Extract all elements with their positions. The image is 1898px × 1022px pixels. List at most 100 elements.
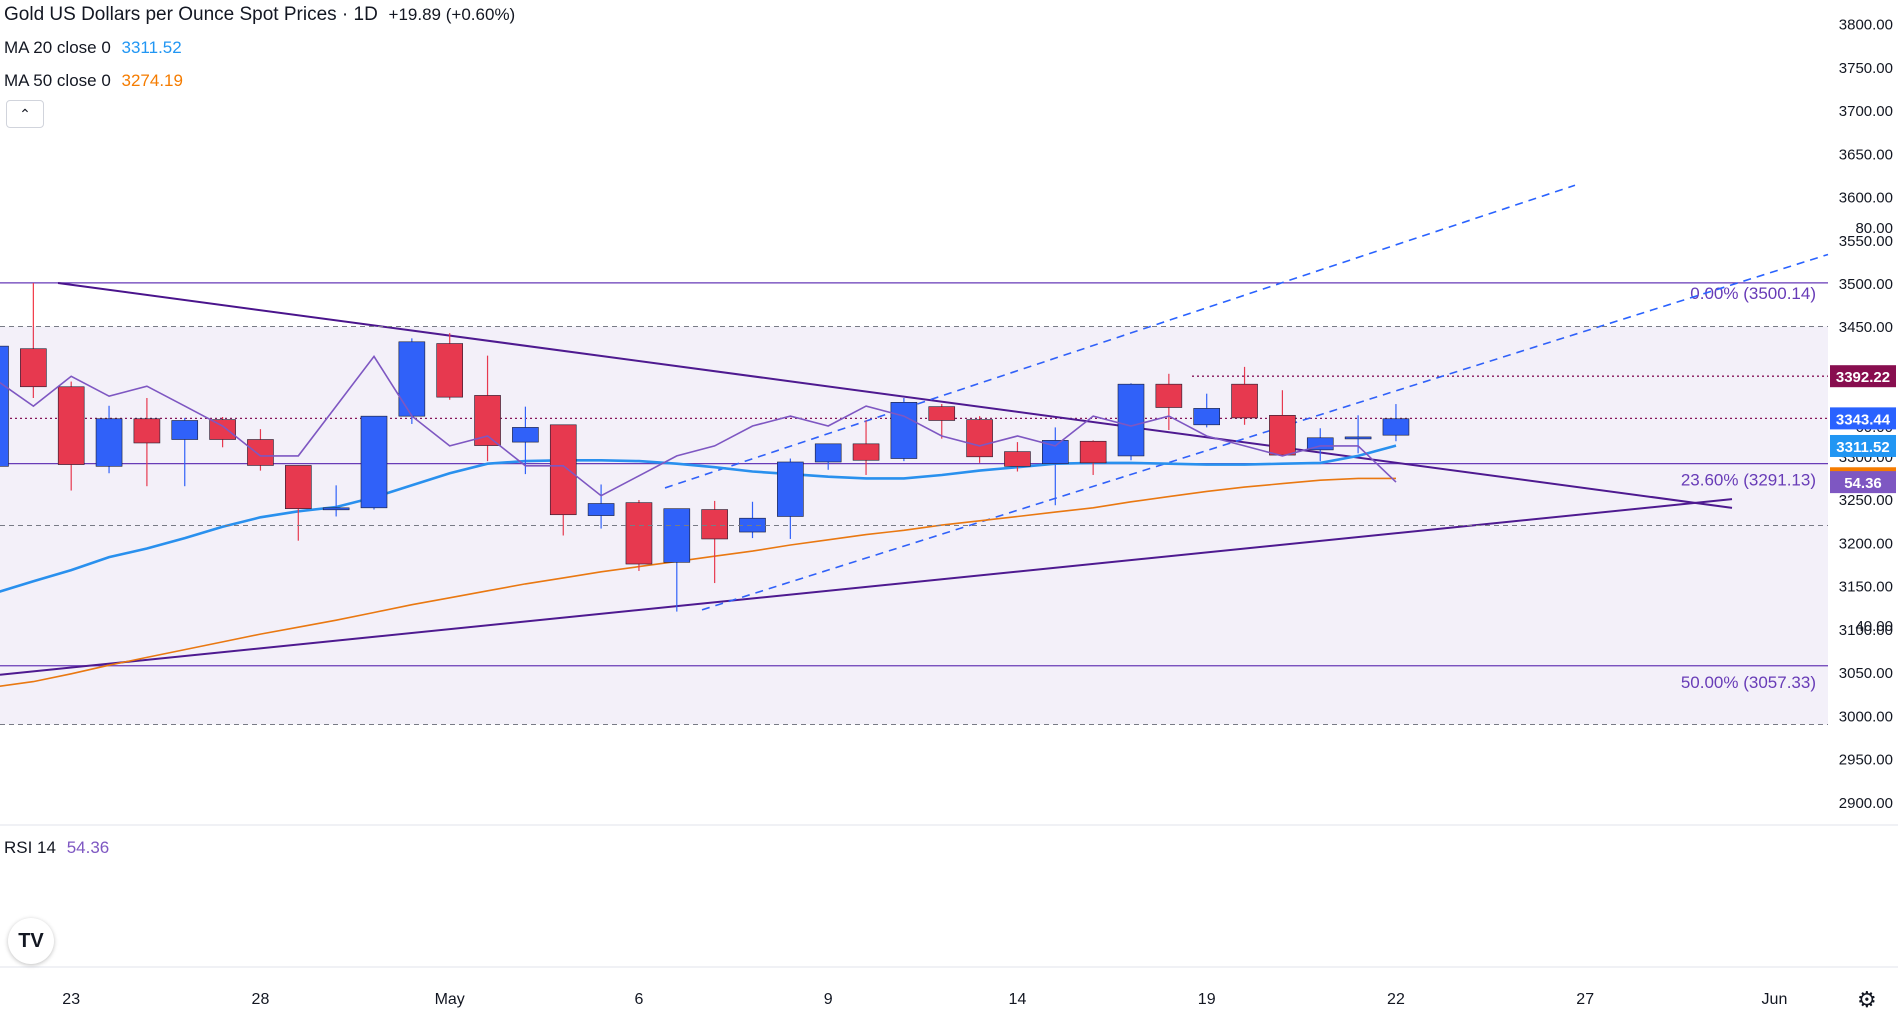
ma20-legend[interactable]: MA 20 close 0 3311.52 [4, 38, 182, 58]
candle [209, 417, 236, 448]
y-axis-tick-label: 3650.00 [1839, 146, 1893, 163]
candle [852, 420, 880, 475]
candle [587, 484, 615, 529]
price-badge-text: 3392.22 [1836, 369, 1890, 386]
candle [549, 424, 577, 536]
tradingview-logo-icon[interactable]: TV [8, 918, 54, 964]
collapse-legend-button[interactable]: ⌃ [6, 100, 44, 128]
candle-body [587, 503, 615, 516]
candle-body [171, 420, 199, 440]
y-axis-tick-label: 3600.00 [1839, 190, 1893, 207]
candle [1193, 393, 1220, 428]
price-badge: 3392.22 [1830, 365, 1896, 388]
fib-level-label: 50.00% (3057.33) [1681, 673, 1816, 692]
candle [1269, 390, 1296, 456]
price-badge-bg [1830, 407, 1896, 430]
candle-body [1117, 383, 1145, 457]
candle-body [966, 419, 993, 458]
candle-body [852, 443, 880, 461]
candle-body [928, 406, 956, 421]
candle-body [322, 507, 350, 511]
candle-body [1231, 383, 1258, 419]
y-axis-tick-label: 3500.00 [1839, 276, 1893, 293]
candles-layer [0, 283, 1410, 612]
candle-body [360, 415, 388, 509]
x-axis-tick-label: 6 [634, 991, 643, 1008]
ma50-line [0, 477, 1396, 687]
candle-body [777, 461, 804, 517]
rsi-badge: 54.36 [1830, 471, 1896, 494]
candle [171, 417, 199, 487]
candle-body [663, 508, 691, 563]
x-axis-tick-label: 19 [1198, 991, 1216, 1008]
chart-title: Gold US Dollars per Ounce Spot Prices · … [4, 4, 378, 25]
candle [1231, 366, 1258, 425]
channel-upper-line [664, 184, 1576, 489]
candle [777, 458, 804, 539]
ma50-value: 3274.19 [121, 71, 183, 90]
candle-body [1155, 383, 1183, 408]
candle-body [95, 418, 123, 467]
candle-body [549, 424, 577, 516]
candle [1155, 373, 1183, 430]
chevron-up-icon: ⌃ [19, 105, 31, 122]
rsi-label: RSI 14 [4, 838, 56, 857]
candle [739, 501, 766, 539]
candle-body [1269, 414, 1296, 456]
candle-body [701, 509, 728, 540]
candle [133, 398, 161, 487]
x-axis-tick-label: 27 [1576, 991, 1594, 1008]
rsi-axis-tick-label: 80.00 [1855, 220, 1893, 237]
candle-body [1344, 436, 1372, 440]
ma20-label: MA 20 close 0 [4, 38, 111, 57]
candle-body [209, 419, 236, 440]
candle [814, 443, 842, 470]
rsi-badge-bg [1830, 471, 1896, 494]
candle-body [512, 427, 539, 443]
price-badge-bg [1830, 365, 1896, 388]
price-change: +19.89 [388, 5, 442, 24]
candle [247, 429, 274, 471]
candle-body [474, 395, 501, 446]
candle [966, 416, 993, 463]
candle [360, 415, 388, 510]
price-badge-bg [1830, 434, 1896, 457]
axes-layer: 3800.00 3750.00 3700.00 3650.00 3600.00 3550.… [0, 17, 1898, 1008]
y-axis-tick-label: 3100.00 [1839, 622, 1893, 639]
ma50-legend[interactable]: MA 50 close 0 3274.19 [4, 71, 183, 91]
price-badge: 3311.52 [1830, 434, 1896, 457]
x-axis-tick-label: 14 [1009, 991, 1027, 1008]
candle-body [814, 443, 842, 463]
x-axis-tick-label: 23 [62, 991, 80, 1008]
y-axis-tick-label: 3200.00 [1839, 535, 1893, 552]
y-axis-tick-label: 3700.00 [1839, 103, 1893, 120]
candle-body [625, 502, 653, 565]
candle [1079, 440, 1107, 475]
rsi-badge-text: 54.36 [1844, 475, 1882, 492]
price-badge-text: 3311.52 [1836, 439, 1889, 456]
rsi-line [0, 355, 1397, 497]
x-axis-tick-label: 28 [252, 991, 270, 1008]
fib-level-label: 0.00% (3500.14) [1690, 284, 1816, 303]
candle [1004, 442, 1031, 472]
candle [928, 404, 956, 439]
candle [474, 355, 501, 462]
candle-body [1193, 408, 1220, 426]
x-axis-tick-label: 22 [1387, 991, 1405, 1008]
price-change-percent: (+0.60%) [445, 5, 516, 24]
settings-gear-icon[interactable]: ⚙ [1857, 987, 1877, 1012]
rsi-legend[interactable]: RSI 14 54.36 [4, 838, 109, 858]
y-axis-tick-label: 2950.00 [1839, 752, 1893, 769]
y-axis-tick-label: 3050.00 [1839, 665, 1893, 682]
candle-body [1004, 451, 1031, 467]
chart-legend-title: Gold US Dollars per Ounce Spot Prices · … [4, 4, 515, 26]
rsi-axis-tick-label: 40.00 [1855, 618, 1893, 635]
x-axis-tick-label: Jun [1762, 991, 1788, 1008]
candle-body [133, 418, 161, 444]
rsi-value: 54.36 [66, 838, 110, 857]
y-axis-tick-label: 3150.00 [1839, 579, 1893, 596]
ma20-value: 3311.52 [121, 38, 182, 57]
x-axis-tick-label: May [435, 991, 465, 1008]
